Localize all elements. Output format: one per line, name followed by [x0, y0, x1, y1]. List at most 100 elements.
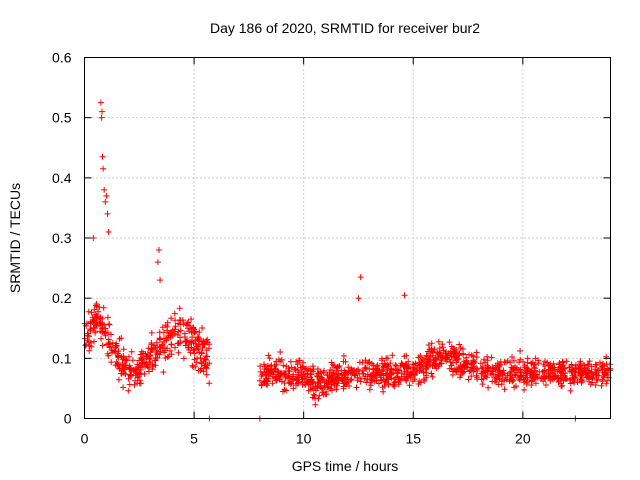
data-point	[470, 368, 477, 375]
data-point	[534, 374, 541, 381]
data-point	[312, 401, 319, 408]
data-point	[323, 388, 330, 395]
data-point	[577, 370, 584, 377]
data-point	[398, 360, 405, 367]
data-point	[172, 323, 179, 330]
data-point	[115, 352, 122, 359]
data-point	[272, 374, 279, 381]
data-point	[440, 354, 447, 361]
data-point	[146, 356, 153, 363]
data-point	[312, 384, 319, 391]
data-point	[163, 336, 170, 342]
data-point	[298, 369, 305, 375]
data-point	[512, 372, 519, 379]
data-point	[592, 366, 599, 373]
data-point	[495, 371, 502, 378]
data-point	[340, 383, 347, 390]
data-point	[540, 361, 547, 368]
data-point	[104, 341, 110, 348]
data-point	[380, 388, 387, 395]
data-point	[91, 306, 98, 313]
data-point	[93, 302, 99, 309]
data-point	[438, 360, 445, 367]
data-point	[293, 382, 299, 389]
data-point	[203, 356, 209, 363]
data-point	[115, 362, 122, 369]
data-point	[507, 359, 514, 366]
data-point	[164, 319, 171, 326]
data-point	[168, 351, 175, 358]
data-point	[543, 382, 549, 388]
data-point	[295, 378, 302, 385]
data-point	[85, 308, 92, 315]
data-point	[190, 364, 197, 370]
data-point	[383, 376, 390, 383]
data-point	[199, 325, 206, 331]
data-point	[480, 375, 487, 382]
data-point	[175, 340, 182, 347]
data-point	[206, 360, 213, 367]
data-point	[167, 332, 174, 339]
data-point	[360, 370, 367, 377]
data-point	[147, 352, 154, 359]
data-point	[88, 309, 95, 316]
data-point	[464, 360, 471, 367]
data-point	[449, 371, 456, 378]
data-point	[287, 358, 294, 365]
data-point	[423, 352, 430, 359]
data-point	[309, 363, 316, 370]
data-point	[404, 365, 411, 372]
data-point	[265, 352, 272, 359]
data-point	[362, 357, 369, 364]
data-point	[340, 372, 347, 379]
data-point	[522, 374, 529, 381]
data-point	[386, 371, 393, 377]
data-point	[420, 368, 427, 375]
data-point	[98, 325, 105, 332]
data-point	[447, 350, 454, 357]
data-point	[106, 321, 112, 328]
data-point	[378, 355, 385, 362]
data-point	[431, 362, 438, 368]
data-point	[342, 369, 349, 376]
data-point	[296, 357, 303, 364]
data-point	[152, 344, 159, 351]
data-point	[423, 374, 429, 381]
data-point	[559, 364, 566, 371]
data-point	[308, 376, 315, 383]
data-point	[194, 336, 201, 343]
data-point	[374, 372, 381, 379]
data-point	[459, 369, 466, 376]
y-axis-title: SRMTID / TECUs	[7, 183, 23, 293]
data-point	[527, 368, 534, 375]
data-point	[185, 322, 191, 329]
data-point	[185, 341, 192, 348]
data-point	[99, 342, 106, 349]
data-point	[418, 359, 425, 366]
data-point	[99, 315, 106, 322]
data-point	[496, 364, 503, 370]
data-point	[120, 370, 127, 376]
data-point	[135, 364, 142, 371]
data-point	[439, 341, 446, 348]
data-point	[570, 374, 577, 381]
data-point	[529, 373, 536, 380]
data-point	[564, 375, 570, 382]
data-point	[479, 381, 486, 388]
data-point	[108, 347, 115, 354]
data-point	[589, 375, 596, 382]
data-point	[87, 326, 94, 332]
data-point	[552, 372, 559, 379]
data-point	[128, 348, 135, 355]
x-tick-label: 15	[405, 431, 421, 447]
data-point	[439, 344, 446, 351]
data-point	[206, 345, 212, 352]
data-point	[182, 342, 189, 349]
data-point	[454, 368, 461, 375]
data-point	[532, 367, 538, 374]
data-point	[91, 338, 97, 345]
data-point	[371, 378, 378, 385]
data-point	[416, 368, 423, 374]
data-point	[269, 380, 276, 387]
data-point	[105, 340, 112, 347]
